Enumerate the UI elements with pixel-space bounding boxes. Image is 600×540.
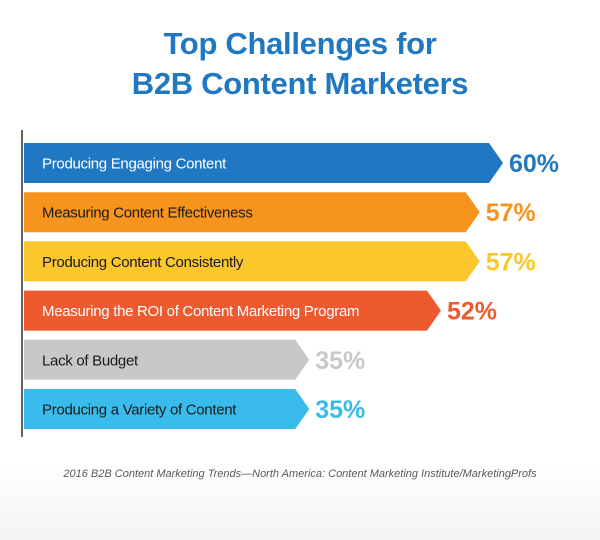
bar xyxy=(24,241,480,282)
value-label: 35% xyxy=(315,396,365,424)
category-label: Measuring the ROI of Content Marketing P… xyxy=(42,303,359,320)
category-label: Lack of Budget xyxy=(42,352,139,369)
bar-group: Measuring the ROI of Content Marketing P… xyxy=(24,290,497,331)
chart-title-line-1: Top Challenges for xyxy=(163,26,437,61)
value-label: 57% xyxy=(486,199,536,227)
bar-group: Producing Engaging Content 60% xyxy=(24,143,559,183)
bar xyxy=(24,290,441,331)
category-label: Producing Content Consistently xyxy=(42,254,244,271)
bar xyxy=(24,389,310,429)
category-label: Producing Engaging Content xyxy=(42,156,227,173)
value-label: 60% xyxy=(509,150,559,178)
source-note: 2016 B2B Content Marketing Trends—North … xyxy=(63,468,537,480)
bar-group: Lack of Budget 35% xyxy=(24,339,365,380)
category-label: Producing a Variety of Content xyxy=(42,402,237,419)
category-label: Measuring Content Effectiveness xyxy=(42,205,253,222)
chart-title-line-2: B2B Content Marketers xyxy=(131,66,469,101)
bar-group: Measuring Content Effectiveness 57% xyxy=(24,192,536,233)
bar xyxy=(24,339,310,380)
bar xyxy=(24,143,503,183)
value-label: 35% xyxy=(315,347,365,375)
bar-group: Producing Content Consistently 57% xyxy=(24,241,536,282)
bar-group: Producing a Variety of Content 35% xyxy=(24,389,365,429)
bar xyxy=(24,192,480,233)
value-label: 52% xyxy=(447,298,497,326)
value-label: 57% xyxy=(486,248,536,276)
